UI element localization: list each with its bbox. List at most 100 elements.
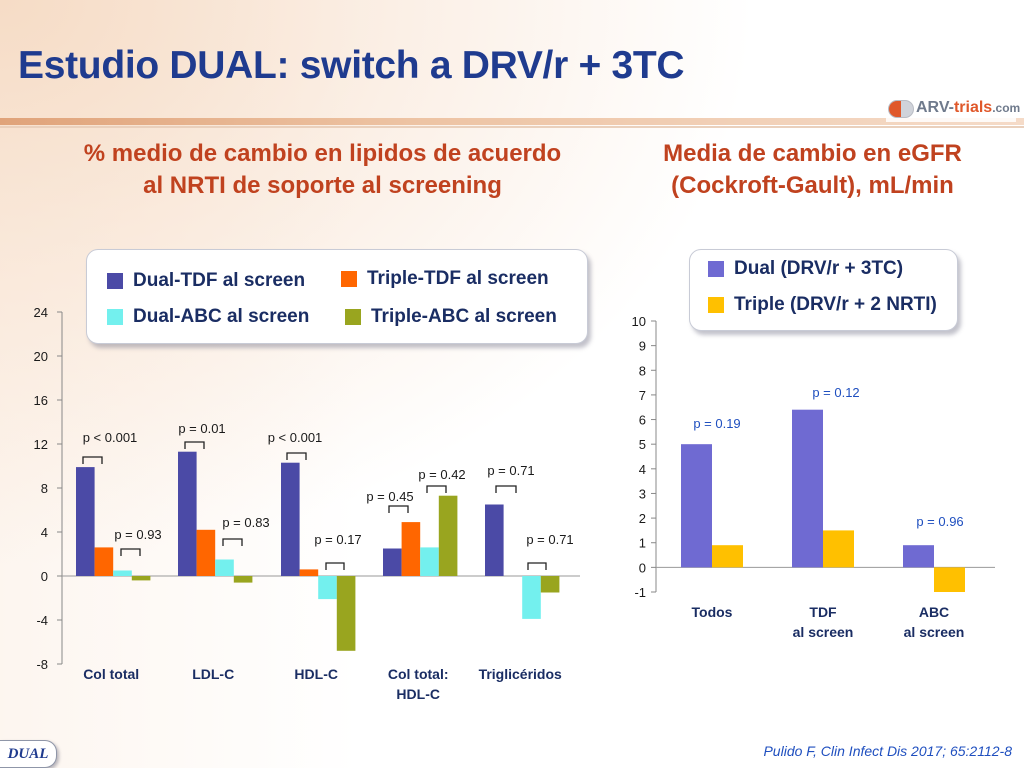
x-tick-label: HDL-C: [396, 686, 440, 702]
bar-0-1: [94, 547, 114, 576]
y-tick-label: 12: [34, 437, 48, 452]
egfr-bar-2-1: [934, 567, 965, 592]
egfr-legend: Dual (DRV/r + 3TC) Triple (DRV/r + 2 NRT…: [689, 249, 958, 331]
bar-3-2: [420, 547, 439, 576]
p-value-label: p = 0.83: [222, 515, 269, 530]
y-tick-label-egfr: 2: [639, 511, 646, 526]
x-tick-label-egfr: al screen: [904, 624, 965, 640]
citation: Pulido F, Clin Infect Dis 2017; 65:2112-…: [763, 743, 1012, 759]
y-tick-label: 8: [41, 481, 48, 496]
legend-label-triple: Triple (DRV/r + 2 NRTI): [734, 294, 937, 315]
left-subtitle: % medio de cambio en lipidos de acuerdo …: [40, 138, 605, 202]
legend-item-triple-tdf: Triple-TDF al screen: [341, 268, 549, 290]
p-value-label-egfr: p = 0.96: [916, 514, 963, 529]
y-tick-label-egfr: 5: [639, 437, 646, 452]
legend-label-dual: Dual (DRV/r + 3TC): [734, 258, 904, 279]
p-value-bracket: [184, 441, 205, 449]
p-value-label: p < 0.001: [268, 430, 323, 445]
y-tick-label-egfr: 10: [632, 314, 646, 329]
p-value-label: p = 0.71: [487, 463, 534, 478]
p-value-bracket: [527, 562, 547, 570]
y-tick-label-egfr: 6: [639, 413, 646, 428]
y-tick-label: 4: [41, 525, 48, 540]
egfr-bar-1-1: [823, 530, 854, 568]
bar-1-1: [196, 529, 216, 576]
logo-text: ARV-trials.com: [916, 99, 1021, 116]
y-tick-label-egfr: 8: [639, 363, 646, 378]
title-rule-thin: [0, 126, 1024, 128]
bar-2-0: [281, 462, 300, 576]
legend-item-triple-abc: Triple-ABC al screen: [345, 306, 557, 328]
p-value-bracket: [222, 538, 243, 546]
legend-label-dual-abc: Dual-ABC al screen: [133, 306, 310, 327]
p-value-label: p < 0.001: [83, 430, 138, 445]
legend-label-triple-abc: Triple-ABC al screen: [371, 306, 557, 327]
y-tick-label-egfr: 9: [639, 339, 646, 354]
legend-swatch-triple: [708, 297, 724, 313]
x-tick-label-egfr: ABC: [919, 604, 949, 620]
study-tag: DUAL: [0, 740, 57, 768]
slide-title: Estudio DUAL: switch a DRV/r + 3TC: [18, 44, 685, 87]
bar-4-0: [485, 504, 504, 576]
legend-swatch-dual-abc: [107, 309, 123, 325]
legend-item-dual-tdf: Dual-TDF al screen: [107, 270, 305, 292]
egfr-bar-2-0: [903, 545, 934, 568]
x-tick-label: Col total:: [388, 666, 449, 682]
legend-swatch-dual-tdf: [107, 273, 123, 289]
title-rule: [0, 118, 1024, 125]
p-value-label: p = 0.45: [366, 489, 413, 504]
p-value-label: p = 0.42: [418, 467, 465, 482]
p-value-bracket: [426, 485, 447, 493]
p-value-bracket: [120, 548, 141, 556]
y-tick-label: 20: [34, 349, 48, 364]
y-tick-label-egfr: 4: [639, 462, 646, 477]
x-tick-label-egfr: TDF: [809, 604, 837, 620]
bar-4-2: [522, 576, 541, 619]
x-tick-label: HDL-C: [294, 666, 338, 682]
y-tick-label-egfr: 3: [639, 486, 646, 501]
bar-2-1: [299, 569, 319, 576]
y-tick-label: 24: [34, 305, 48, 320]
y-tick-label-egfr: 1: [639, 536, 646, 551]
right-subtitle-line1: Media de cambio en eGFR: [663, 140, 962, 167]
legend-item-triple: Triple (DRV/r + 2 NRTI): [708, 294, 937, 316]
legend-swatch-triple-tdf: [341, 271, 357, 287]
left-subtitle-line1: % medio de cambio en lipidos de acuerdo: [83, 140, 562, 167]
bar-2-2: [318, 576, 337, 600]
bar-1-0: [178, 451, 197, 576]
p-value-label: p = 0.93: [114, 527, 161, 542]
egfr-bar-0-1: [712, 545, 743, 568]
p-value-bracket: [388, 505, 409, 513]
y-tick-label: -8: [36, 657, 48, 672]
lipids-legend: Dual-TDF al screen Triple-TDF al screen …: [86, 249, 588, 344]
right-subtitle-line2: (Cockroft-Gault), mL/min: [671, 172, 954, 199]
y-tick-label-egfr: 0: [639, 560, 646, 575]
p-value-bracket: [495, 485, 517, 493]
legend-label-triple-tdf: Triple-TDF al screen: [367, 268, 549, 289]
p-value-label: p = 0.17: [314, 532, 361, 547]
legend-item-dual: Dual (DRV/r + 3TC): [708, 258, 903, 280]
p-value-bracket: [82, 456, 103, 464]
p-value-label-egfr: p = 0.12: [812, 385, 859, 400]
p-value-label-egfr: p = 0.19: [693, 416, 740, 431]
y-tick-label: -4: [36, 613, 48, 628]
legend-swatch-dual: [708, 261, 724, 277]
egfr-bar-1-0: [792, 409, 823, 568]
legend-swatch-triple-abc: [345, 309, 361, 325]
bar-0-0: [76, 467, 95, 576]
p-value-label: p = 0.71: [526, 532, 573, 547]
p-value-label: p = 0.01: [178, 421, 225, 436]
bar-0-2: [113, 570, 132, 576]
bar-3-3: [438, 495, 458, 576]
bar-4-3: [540, 576, 560, 593]
y-tick-label-egfr: -1: [634, 585, 646, 600]
bar-3-0: [383, 548, 402, 576]
bar-0-3: [131, 576, 151, 581]
y-tick-label-egfr: 7: [639, 388, 646, 403]
x-tick-label: LDL-C: [192, 666, 234, 682]
x-tick-label-egfr: Todos: [692, 604, 733, 620]
bar-3-1: [401, 522, 421, 576]
egfr-bar-0-0: [681, 444, 712, 568]
